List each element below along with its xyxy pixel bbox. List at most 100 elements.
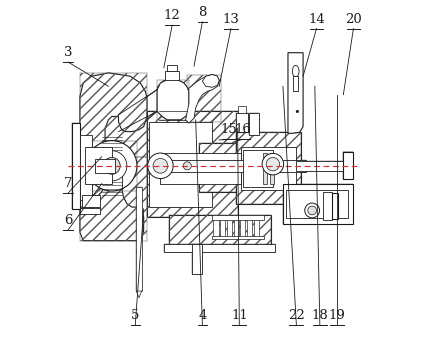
Text: 6: 6	[64, 214, 72, 227]
Polygon shape	[157, 80, 188, 120]
Circle shape	[96, 151, 127, 181]
Text: 13: 13	[222, 13, 239, 26]
Bar	[86, 141, 137, 191]
Bar	[165, 71, 178, 80]
Bar	[95, 159, 115, 173]
Polygon shape	[185, 74, 219, 123]
Text: 19: 19	[327, 309, 344, 322]
Text: 18: 18	[311, 309, 328, 322]
Bar	[247, 218, 251, 237]
Text: 3: 3	[64, 46, 72, 59]
Bar	[282, 184, 352, 224]
Circle shape	[296, 110, 298, 113]
Bar	[85, 147, 112, 184]
Bar	[148, 160, 306, 172]
Bar	[136, 187, 141, 291]
Text: 14: 14	[307, 13, 324, 26]
Bar	[192, 244, 202, 274]
Text: 5: 5	[131, 309, 139, 322]
Text: 7: 7	[64, 177, 72, 190]
Bar	[331, 193, 337, 219]
Bar	[164, 244, 274, 252]
Bar	[235, 113, 247, 131]
Bar	[212, 236, 264, 239]
Bar	[253, 218, 258, 237]
Bar	[235, 113, 247, 131]
Text: 20: 20	[344, 13, 361, 26]
Bar	[213, 218, 218, 237]
Circle shape	[307, 206, 316, 215]
Polygon shape	[202, 74, 219, 87]
Bar	[240, 147, 296, 190]
Bar	[71, 123, 80, 209]
Text: 16: 16	[233, 123, 250, 136]
Bar	[235, 131, 301, 204]
Circle shape	[86, 141, 137, 191]
Circle shape	[266, 157, 279, 171]
Text: 8: 8	[198, 6, 206, 19]
Bar	[296, 161, 346, 171]
Bar	[248, 113, 258, 135]
Circle shape	[148, 153, 173, 179]
Bar	[262, 153, 266, 184]
Bar	[157, 80, 188, 120]
Circle shape	[183, 162, 191, 170]
Polygon shape	[287, 53, 302, 133]
Bar	[80, 208, 100, 214]
Text: 11: 11	[230, 309, 247, 322]
Bar	[237, 106, 246, 113]
Bar	[85, 147, 112, 184]
Text: 22: 22	[287, 309, 304, 322]
Bar	[160, 153, 240, 184]
Bar	[322, 192, 331, 219]
Bar	[322, 192, 331, 219]
Bar	[192, 244, 202, 274]
Bar	[147, 112, 237, 217]
Bar	[148, 160, 306, 172]
Bar	[227, 218, 231, 237]
Bar	[269, 153, 273, 184]
Polygon shape	[80, 157, 143, 241]
Polygon shape	[136, 291, 141, 298]
Bar	[282, 184, 352, 224]
Bar	[342, 152, 352, 179]
Bar	[80, 135, 92, 201]
Circle shape	[304, 203, 319, 218]
Bar	[342, 152, 352, 179]
Bar	[167, 65, 176, 71]
Bar	[168, 215, 270, 246]
Bar	[248, 113, 258, 135]
Bar	[71, 123, 80, 209]
Bar	[147, 112, 237, 217]
Text: 4: 4	[198, 309, 206, 322]
Bar	[199, 143, 252, 192]
Polygon shape	[80, 73, 147, 157]
Bar	[242, 150, 272, 187]
Bar	[80, 157, 147, 241]
Bar	[212, 215, 264, 219]
Bar	[242, 150, 272, 187]
Bar	[240, 218, 245, 237]
Ellipse shape	[292, 65, 298, 77]
Circle shape	[103, 157, 120, 174]
Bar	[286, 190, 348, 218]
Bar	[199, 143, 252, 192]
Circle shape	[262, 153, 283, 175]
Bar	[164, 244, 274, 252]
Bar	[80, 73, 147, 157]
Text: 15: 15	[220, 123, 237, 136]
Bar	[235, 131, 301, 204]
Bar	[168, 215, 270, 246]
Bar	[293, 76, 298, 91]
Bar	[220, 218, 225, 237]
Bar	[233, 218, 238, 237]
Circle shape	[153, 158, 168, 173]
Bar	[296, 161, 346, 171]
Bar	[80, 208, 100, 214]
Text: 12: 12	[164, 9, 180, 22]
Bar	[95, 159, 115, 173]
Bar	[136, 187, 141, 291]
Bar	[187, 74, 220, 122]
Bar	[331, 193, 337, 219]
Bar	[148, 122, 212, 207]
